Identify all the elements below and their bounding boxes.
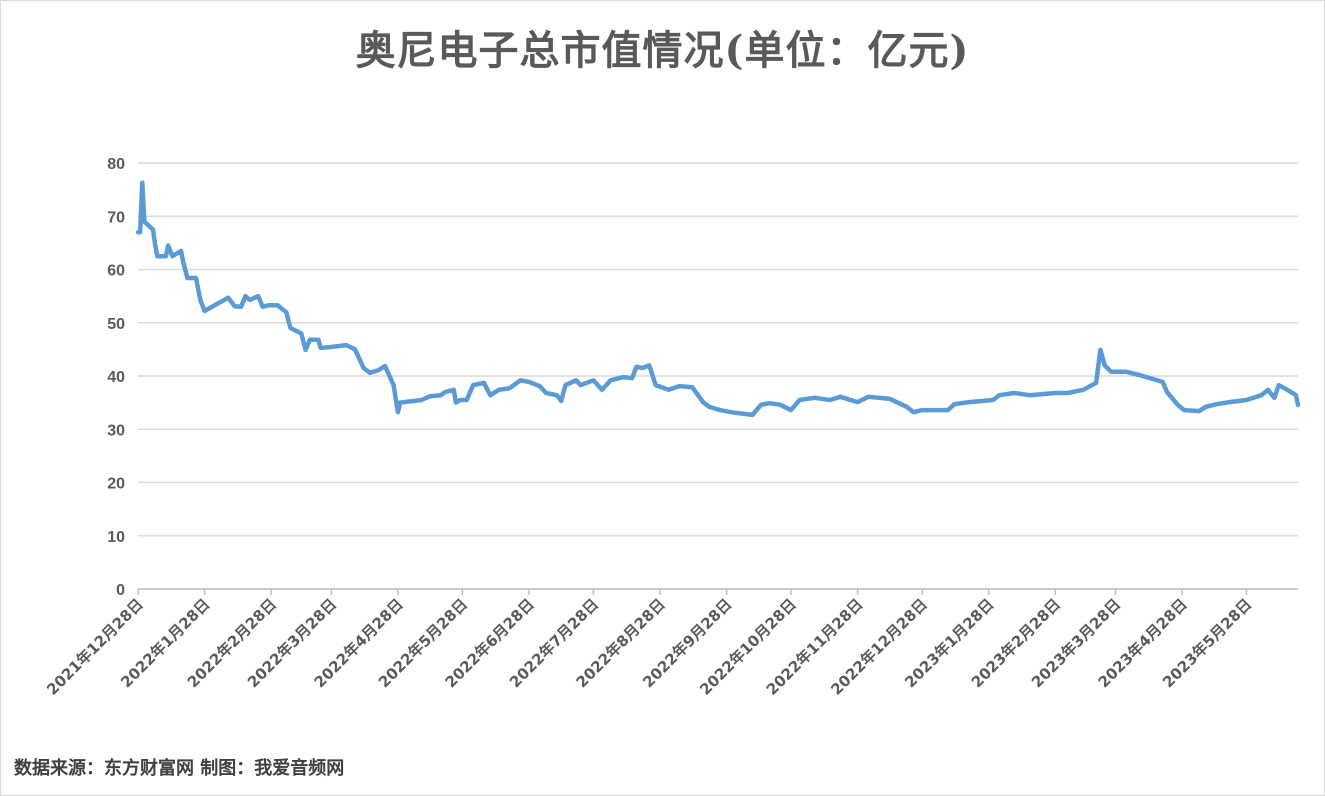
y-tick-label: 50 <box>107 316 125 333</box>
source-footer: 数据来源：东方财富网 制图：我爱音频网 <box>14 758 345 779</box>
y-tick-label: 10 <box>107 529 125 546</box>
y-tick-label: 40 <box>107 369 125 386</box>
chart-title: 奥尼电子总市值情况(单位：亿元) <box>355 27 970 74</box>
y-tick-label: 80 <box>107 156 125 173</box>
y-tick-label: 60 <box>107 263 125 280</box>
series-market-cap <box>135 180 1301 418</box>
y-tick-label: 70 <box>107 209 125 226</box>
y-tick-label: 20 <box>107 476 125 493</box>
y-tick-label: 0 <box>116 582 125 599</box>
gridlines <box>138 162 1298 590</box>
y-axis-ticks: 0 10 20 30 40 50 60 70 80 <box>107 156 125 599</box>
y-tick-label: 30 <box>107 422 125 439</box>
x-axis-ticks: 2021年12月28日2022年1月28日2022年2月28日2022年3月28… <box>43 589 1255 699</box>
series-line <box>135 180 1301 418</box>
